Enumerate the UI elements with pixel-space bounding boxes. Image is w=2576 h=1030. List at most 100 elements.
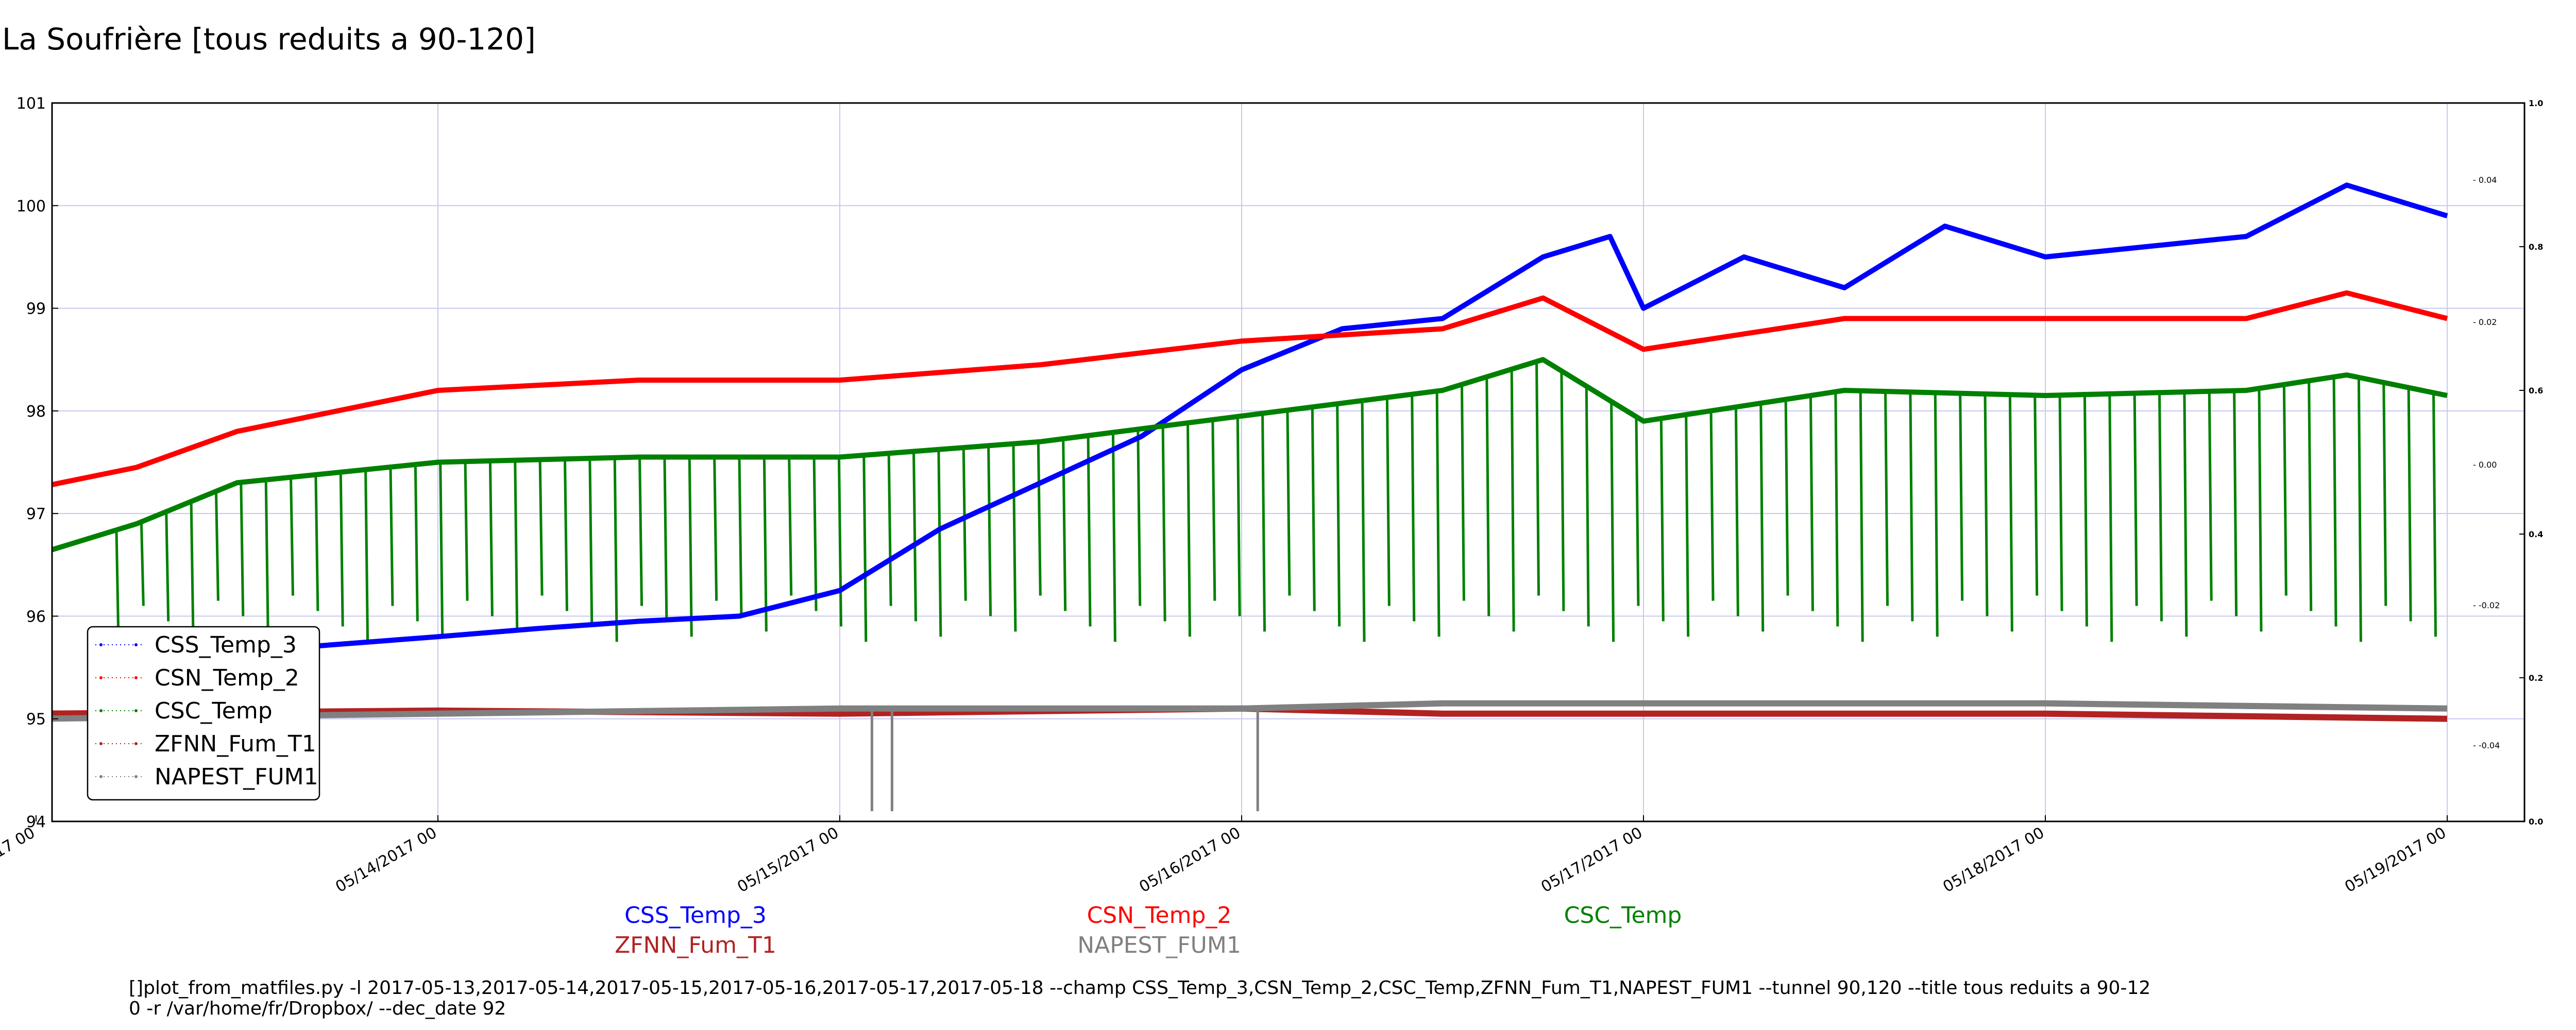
legend-marker bbox=[99, 775, 103, 778]
csc-temp-spike bbox=[1959, 393, 1964, 601]
bottom-series-label: CSS_Temp_3 bbox=[624, 902, 767, 929]
right-outer-tick-label: 0.8 bbox=[2529, 242, 2543, 252]
csc-temp-spike bbox=[1211, 419, 1216, 601]
csc-temp-spike bbox=[688, 457, 693, 637]
csc-temp-spike bbox=[264, 479, 269, 632]
series-line bbox=[236, 182, 2448, 655]
csc-temp-spike bbox=[862, 455, 868, 642]
csc-temp-spike bbox=[1361, 400, 1366, 642]
csc-temp-spike bbox=[1809, 396, 1814, 611]
csc-temp-spike bbox=[1635, 417, 1640, 606]
csc-temp-spike bbox=[1659, 418, 1665, 622]
csc-temp-spike bbox=[1535, 362, 1540, 596]
csc-temp-spike bbox=[1859, 390, 1864, 642]
right-outer-tick-label: 0.4 bbox=[2529, 529, 2543, 539]
series-line bbox=[52, 290, 2448, 488]
right-outer-tick-label: 0.0 bbox=[2529, 817, 2543, 827]
csc-temp-spike bbox=[1585, 386, 1590, 627]
csc-temp-spike bbox=[1286, 410, 1291, 596]
csc-temp-spike bbox=[1709, 410, 1715, 601]
plot-area bbox=[52, 182, 2448, 812]
series-line bbox=[52, 357, 2448, 553]
csc-temp-spike bbox=[1784, 399, 1789, 596]
csc-temp-spike bbox=[2208, 391, 2213, 601]
legend-marker bbox=[134, 676, 138, 679]
right-outer-tick-label: 1.0 bbox=[2529, 98, 2543, 108]
command-line-2: 0 -r /var/home/fr/Dropbox/ --dec_date 92 bbox=[129, 998, 506, 1019]
y-tick-label: 97 bbox=[26, 505, 46, 523]
y-tick-label: 100 bbox=[16, 197, 46, 215]
csc-temp-spike bbox=[1734, 407, 1739, 616]
csc-temp-spike bbox=[1137, 429, 1142, 606]
csc-temp-spike bbox=[1909, 392, 1914, 622]
csc-temp-spike bbox=[1111, 432, 1116, 642]
csc-temp-spike bbox=[987, 445, 992, 616]
plot-frame bbox=[51, 102, 2526, 822]
csc-temp-spike bbox=[1460, 384, 1465, 601]
legend-marker bbox=[134, 775, 138, 778]
csc-temp-spike bbox=[115, 529, 120, 642]
bottom-series-label: CSN_Temp_2 bbox=[1087, 902, 1232, 929]
csc-temp-spike bbox=[837, 457, 842, 627]
csc-temp-spike bbox=[1510, 369, 1515, 632]
y-tick-label: 95 bbox=[26, 711, 46, 729]
csc-temp-spike bbox=[214, 491, 219, 601]
csc-temp-spike bbox=[339, 472, 344, 627]
right-axis: 0.0 0.2 0.4 0.6 0.8 1.0 - -0.04 - -0.02 - 0.00 - … bbox=[2473, 98, 2543, 827]
csc-temp-spike bbox=[488, 460, 494, 616]
csc-temp-spike bbox=[1236, 416, 1241, 616]
right-outer-tick-label: 0.6 bbox=[2529, 386, 2543, 396]
legend-marker bbox=[99, 676, 103, 679]
csc-temp-spike bbox=[1759, 403, 1765, 632]
legend-label: ZFNN_Fum_T1 bbox=[155, 731, 316, 757]
csc-temp-spike bbox=[1485, 376, 1490, 616]
csc-temp-spike bbox=[290, 477, 295, 596]
legend-box bbox=[87, 626, 320, 801]
series-lines bbox=[52, 182, 2448, 722]
csc-temp-spike bbox=[2357, 377, 2362, 642]
chart-title: La Soufrière [tous reduits a 90-120] bbox=[2, 22, 536, 57]
csc-temp-spike bbox=[1336, 404, 1341, 627]
legend-label: CSC_Temp bbox=[155, 698, 273, 724]
csc-temp-spike bbox=[1087, 435, 1092, 627]
csc-temp-spike bbox=[962, 448, 967, 601]
csc-temp-spike bbox=[563, 459, 568, 611]
csc-temp-spike bbox=[1435, 391, 1440, 637]
csc-temp-spike bbox=[414, 464, 419, 622]
csc-temp-spike bbox=[190, 501, 195, 637]
legend-marker bbox=[99, 643, 103, 646]
y-tick-label: 99 bbox=[26, 300, 46, 318]
legend-label: CSS_Temp_3 bbox=[155, 632, 297, 658]
legend-marker bbox=[134, 643, 138, 646]
csc-temp-spike bbox=[364, 469, 369, 642]
legend-marker bbox=[134, 709, 138, 712]
csc-temp-spike bbox=[762, 457, 768, 632]
csc-temp-spike bbox=[2158, 392, 2163, 622]
csc-temp-spike bbox=[464, 461, 469, 601]
csc-temp-spike bbox=[1834, 391, 1839, 627]
csc-temp-spike bbox=[1161, 426, 1166, 622]
csc-temp-spike bbox=[1037, 441, 1042, 596]
csc-temp-spike bbox=[2407, 387, 2412, 622]
legend-label: NAPEST_FUM1 bbox=[155, 764, 318, 790]
csc-temp-spike bbox=[2233, 390, 2238, 616]
right-inner-tick-label: - -0.04 bbox=[2473, 741, 2500, 750]
csc-temp-spike bbox=[1311, 407, 1316, 611]
csc-temp-spike bbox=[1385, 397, 1391, 606]
y-tick-label: 98 bbox=[26, 403, 46, 421]
csc-temp-spike bbox=[1012, 443, 1017, 632]
csc-temp-spike bbox=[2432, 392, 2437, 637]
csc-temp-spike bbox=[389, 467, 394, 606]
right-inner-tick-label: - 0.00 bbox=[2473, 460, 2497, 470]
right-outer-tick-label: 0.2 bbox=[2529, 673, 2543, 683]
csc-temp-spike bbox=[2332, 376, 2337, 627]
csc-temp-spike bbox=[439, 462, 444, 637]
csc-temp-spike bbox=[2258, 388, 2263, 632]
csc-temp-spike bbox=[788, 457, 793, 596]
csc-temp-spike bbox=[1560, 371, 1565, 611]
csc-temp-spike bbox=[2282, 384, 2287, 596]
y-tick-label: 101 bbox=[16, 95, 46, 113]
csc-temp-spike bbox=[887, 453, 892, 606]
